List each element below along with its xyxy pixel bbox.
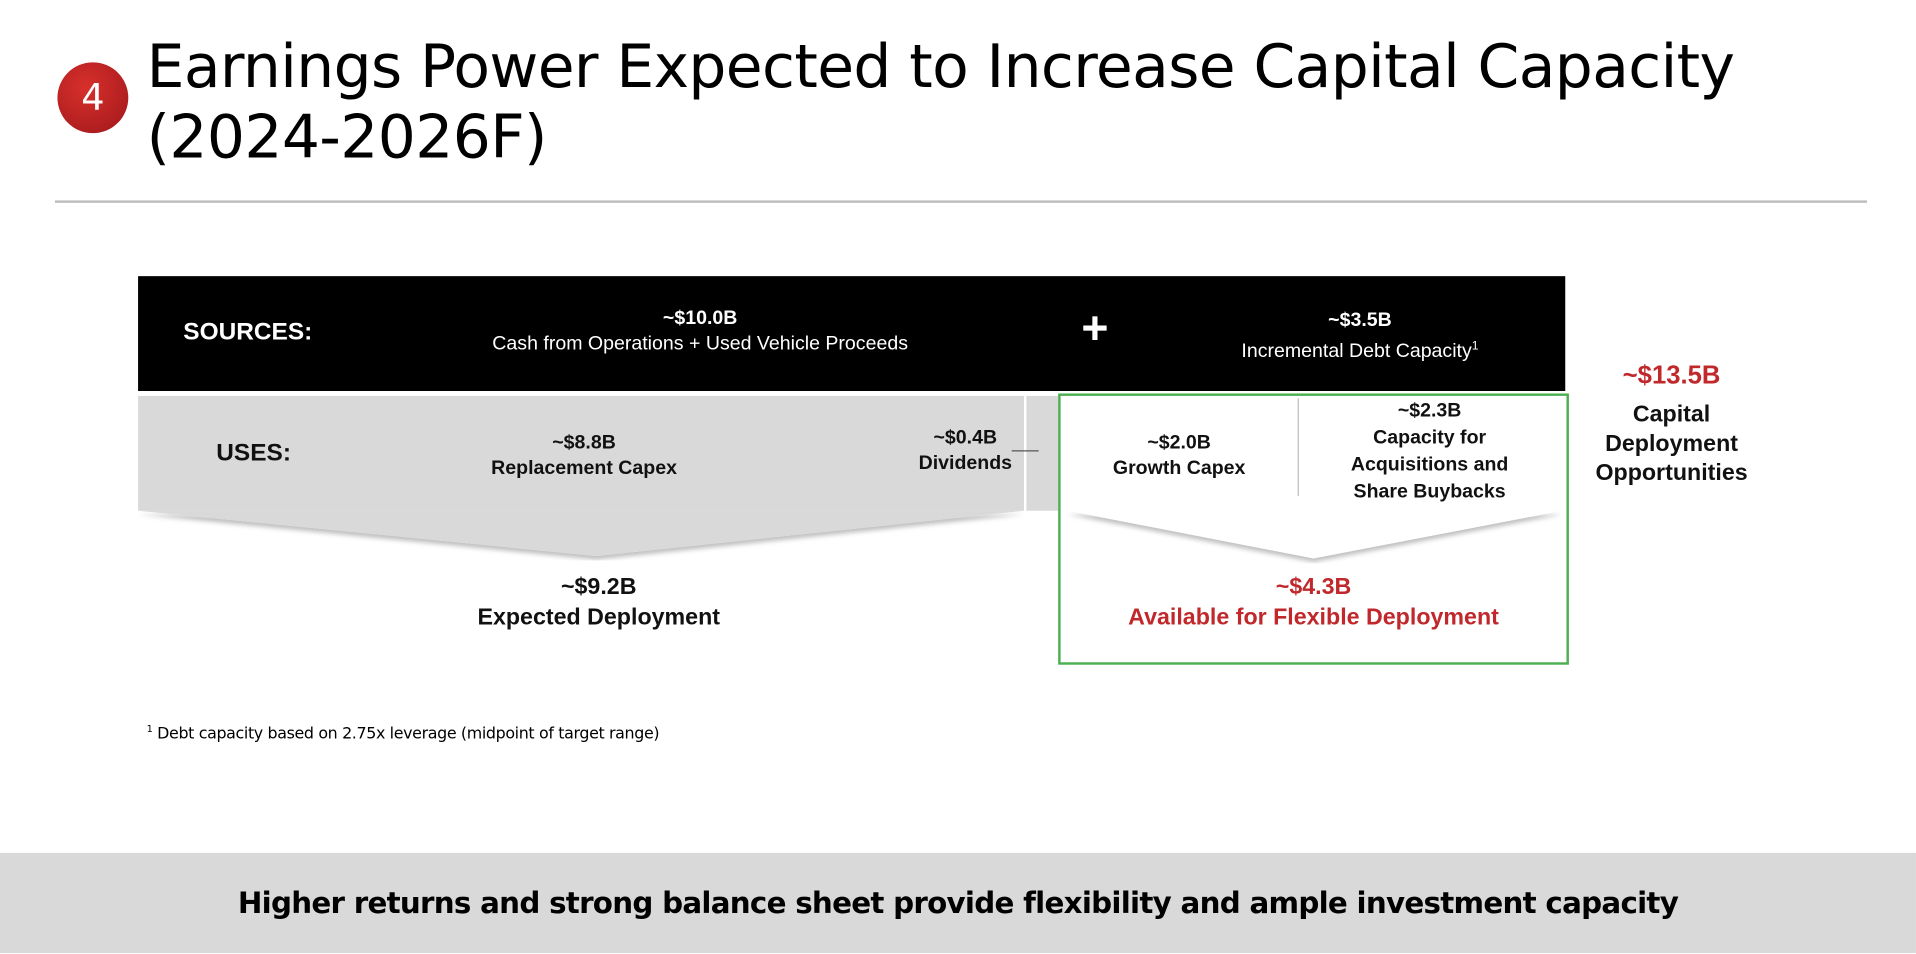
- key-takeaway-banner: Higher returns and strong balance sheet …: [0, 852, 1916, 954]
- uses-growth: ~$2.0B Growth Capex: [1081, 430, 1277, 481]
- sources-bar: SOURCES: ~$10.0B Cash from Operations + …: [138, 276, 1566, 392]
- replacement-amount: ~$8.8B: [552, 432, 616, 454]
- uses-divider: [1297, 398, 1299, 497]
- sources-debt: ~$3.5B Incremental Debt Capacity1: [1189, 308, 1531, 365]
- footnote: 1 Debt capacity based on 2.75x leverage …: [147, 723, 660, 743]
- flexible-amount: ~$4.3B: [1275, 574, 1352, 600]
- expected-chevron: [138, 510, 1024, 556]
- expected-desc: Expected Deployment: [477, 604, 721, 631]
- expected-deployment: ~$9.2B Expected Deployment: [415, 572, 782, 633]
- capital-line-2: Deployment: [1605, 431, 1738, 457]
- cash-desc: Cash from Operations + Used Vehicle Proc…: [492, 333, 908, 355]
- uses-dividends: ~$0.4B Dividends: [904, 425, 1026, 476]
- flexible-deployment: ~$4.3B Available for Flexible Deployment: [1075, 572, 1552, 633]
- acquisitions-desc-2: Acquisitions and: [1350, 454, 1509, 476]
- acquisitions-desc-1: Capacity for: [1373, 427, 1487, 449]
- acquisitions-amount: ~$2.3B: [1397, 400, 1462, 422]
- dividends-amount: ~$0.4B: [933, 427, 998, 449]
- capital-line-3: Opportunities: [1595, 460, 1748, 487]
- uses-label: USES:: [216, 439, 291, 467]
- footnote-text: Debt capacity based on 2.75x leverage (m…: [157, 724, 660, 744]
- section-number-badge: 4: [57, 62, 129, 134]
- replacement-desc: Replacement Capex: [491, 458, 677, 479]
- plus-icon: +: [1081, 303, 1109, 355]
- capital-line-1: Capital: [1632, 402, 1711, 428]
- growth-amount: ~$2.0B: [1147, 432, 1211, 454]
- debt-footnote-mark: 1: [1471, 339, 1479, 354]
- dividends-desc: Dividends: [918, 453, 1013, 475]
- title-line-2: (2024-2026F): [146, 102, 548, 173]
- slide-title: Earnings Power Expected to Increase Capi…: [147, 32, 1735, 174]
- uses-bar-gap: [1026, 395, 1059, 511]
- title-divider: [54, 200, 1868, 203]
- uses-replacement: ~$8.8B Replacement Capex: [437, 430, 730, 481]
- uses-bar: [138, 395, 1024, 511]
- flexible-deployment-box: [1058, 393, 1569, 665]
- flexible-desc: Available for Flexible Deployment: [1128, 604, 1499, 631]
- flexible-chevron: [1067, 510, 1562, 559]
- sources-label: SOURCES:: [183, 318, 313, 346]
- acquisitions-desc-3: Share Buybacks: [1353, 481, 1506, 503]
- debt-desc: Incremental Debt Capacity: [1241, 341, 1472, 363]
- footnote-mark: 1: [146, 723, 153, 735]
- sources-cash: ~$10.0B Cash from Operations + Used Vehi…: [419, 305, 981, 356]
- title-line-1: Earnings Power Expected to Increase Capi…: [146, 31, 1735, 102]
- debt-amount: ~$3.5B: [1328, 310, 1392, 332]
- cash-amount: ~$10.0B: [662, 307, 738, 329]
- growth-desc: Growth Capex: [1112, 458, 1246, 479]
- uses-acquisitions: ~$2.3B Capacity for Acquisitions and Sha…: [1320, 398, 1540, 506]
- expected-amount: ~$9.2B: [560, 574, 637, 600]
- capital-deployment-opportunities: ~$13.5B Capital Deployment Opportunities: [1576, 362, 1767, 489]
- capital-amount: ~$13.5B: [1622, 361, 1721, 390]
